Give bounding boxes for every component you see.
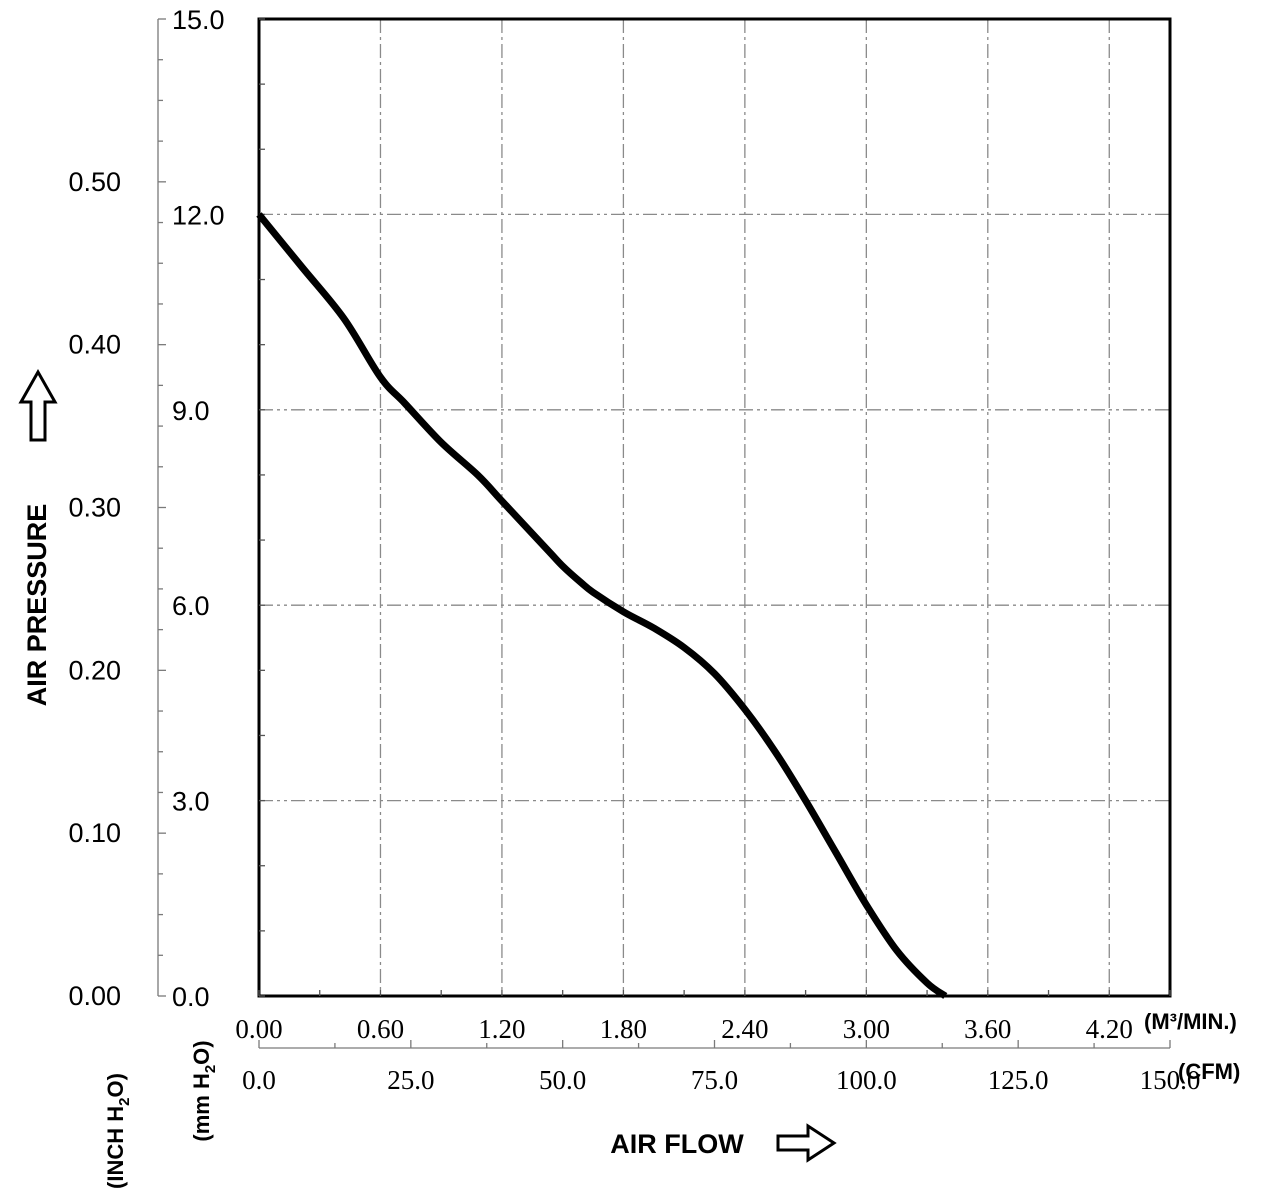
inch-tick-label: 0.50: [68, 167, 121, 197]
pq-curve: [256, 212, 948, 999]
m3-tick-label: 0.00: [235, 1014, 282, 1044]
plot-frame: [257, 17, 1172, 998]
up-arrow-icon: [18, 368, 58, 442]
m3-tick-label: 1.80: [600, 1014, 647, 1044]
axes: [157, 18, 1171, 1049]
cfm-tick-label: 75.0: [691, 1065, 738, 1095]
m3-tick-label: 3.60: [964, 1014, 1011, 1044]
x-unit-m3min: (M³/MIN.): [1144, 1009, 1237, 1034]
cfm-tick-label: 0.0: [242, 1065, 276, 1095]
mm-tick-label: 3.0: [172, 787, 210, 817]
cfm-tick-label: 25.0: [387, 1065, 434, 1095]
inch-tick-label: 0.10: [68, 818, 121, 848]
mm-tick-label: 6.0: [172, 591, 210, 621]
mm-tick-label: 0.0: [172, 982, 210, 1012]
inch-tick-label: 0.40: [68, 330, 121, 360]
m3-tick-label: 3.00: [843, 1014, 890, 1044]
x-unit-cfm: (CFM): [1178, 1059, 1240, 1084]
inch-tick-label: 0.30: [68, 493, 121, 523]
m3-tick-label: 4.20: [1086, 1014, 1133, 1044]
m3-tick-label: 1.20: [478, 1014, 525, 1044]
mm-tick-label: 15.0: [172, 5, 225, 35]
y-axis-title: AIR PRESSURE: [22, 504, 52, 707]
mm-tick-label: 12.0: [172, 200, 225, 230]
x-axis-title: AIR FLOW: [610, 1129, 744, 1159]
m3-tick-label: 0.60: [357, 1014, 404, 1044]
tick-labels: 0.00 0.10 0.20 0.30 0.40 0.50 0.0 3.0 6.0 9.0 12.0…: [68, 5, 1200, 1095]
mm-tick-label: 9.0: [172, 396, 210, 426]
grid-lines: [259, 19, 1170, 996]
cfm-tick-label: 150.0: [1140, 1065, 1201, 1095]
cfm-tick-label: 50.0: [539, 1065, 586, 1095]
cfm-tick-label: 100.0: [836, 1065, 897, 1095]
cfm-tick-label: 125.0: [988, 1065, 1049, 1095]
y-unit-mm: (mm H2O): [189, 1040, 219, 1141]
inch-tick-label: 0.20: [68, 655, 121, 685]
curve-layer: [256, 212, 948, 999]
y-unit-inch: (INCH H2O): [103, 1073, 133, 1189]
inch-tick-label: 0.00: [68, 981, 121, 1011]
right-arrow-icon: [776, 1123, 837, 1163]
m3-tick-label: 2.40: [721, 1014, 768, 1044]
plot-border: [257, 17, 1172, 998]
